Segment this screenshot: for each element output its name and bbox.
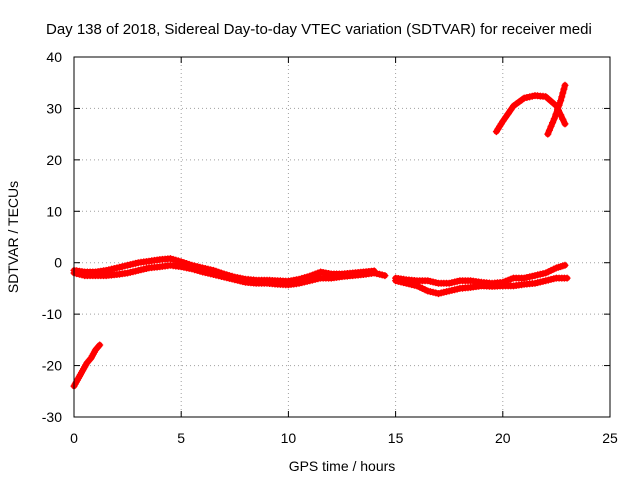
x-tick-label: 5 — [177, 430, 185, 446]
y-tick-label: 0 — [54, 255, 62, 271]
tick-layer — [73, 56, 611, 418]
data-point — [552, 110, 560, 118]
series-main-upper — [70, 255, 378, 285]
data-point — [370, 267, 378, 275]
data-point — [499, 117, 507, 125]
x-tick-label: 25 — [602, 430, 618, 446]
data-point — [550, 115, 558, 123]
data-point — [545, 126, 553, 134]
x-tick-label: 15 — [388, 430, 404, 446]
grid-layer — [74, 57, 610, 417]
data-point — [557, 97, 565, 105]
y-tick-label: 30 — [46, 100, 62, 116]
data-point — [559, 115, 567, 123]
y-tick-label: -10 — [42, 306, 62, 322]
data-point — [554, 106, 561, 114]
y-tick-label: -20 — [42, 358, 62, 374]
data-point — [558, 93, 566, 101]
x-tick-label: 0 — [70, 430, 78, 446]
series-layer — [70, 81, 571, 390]
x-axis-title: GPS time / hours — [289, 458, 396, 474]
data-point — [561, 261, 569, 269]
data-point — [95, 342, 103, 350]
data-point — [561, 120, 569, 128]
data-point — [559, 89, 567, 97]
y-tick-label: 40 — [46, 49, 62, 65]
y-tick-label: 20 — [46, 152, 62, 168]
series-late-arc — [492, 92, 569, 136]
data-point — [507, 106, 515, 114]
data-point — [96, 341, 104, 349]
data-point — [504, 110, 512, 118]
series-late-rise — [544, 81, 569, 138]
data-point — [544, 130, 552, 138]
data-point — [381, 272, 389, 280]
data-point — [555, 101, 563, 109]
y-tick-label: -30 — [42, 409, 62, 425]
data-point — [549, 119, 557, 127]
plot-frame — [73, 56, 611, 418]
y-axis-title: SDTVAR / TECUs — [5, 181, 21, 293]
data-point — [502, 113, 509, 121]
data-point — [561, 81, 569, 89]
data-point — [547, 122, 555, 130]
data-point — [560, 85, 568, 93]
y-tick-labels: -30 -20 -10 0 10 20 30 40 — [42, 49, 62, 425]
chart-title: Day 138 of 2018, Sidereal Day-to-day VTE… — [46, 21, 592, 38]
x-tick-labels: 0 5 10 15 20 25 — [70, 430, 618, 446]
data-point — [563, 274, 571, 282]
x-tick-label: 10 — [281, 430, 297, 446]
series-afternoon-upper — [392, 261, 569, 287]
y-tick-label: 10 — [46, 203, 62, 219]
x-tick-label: 20 — [495, 430, 511, 446]
